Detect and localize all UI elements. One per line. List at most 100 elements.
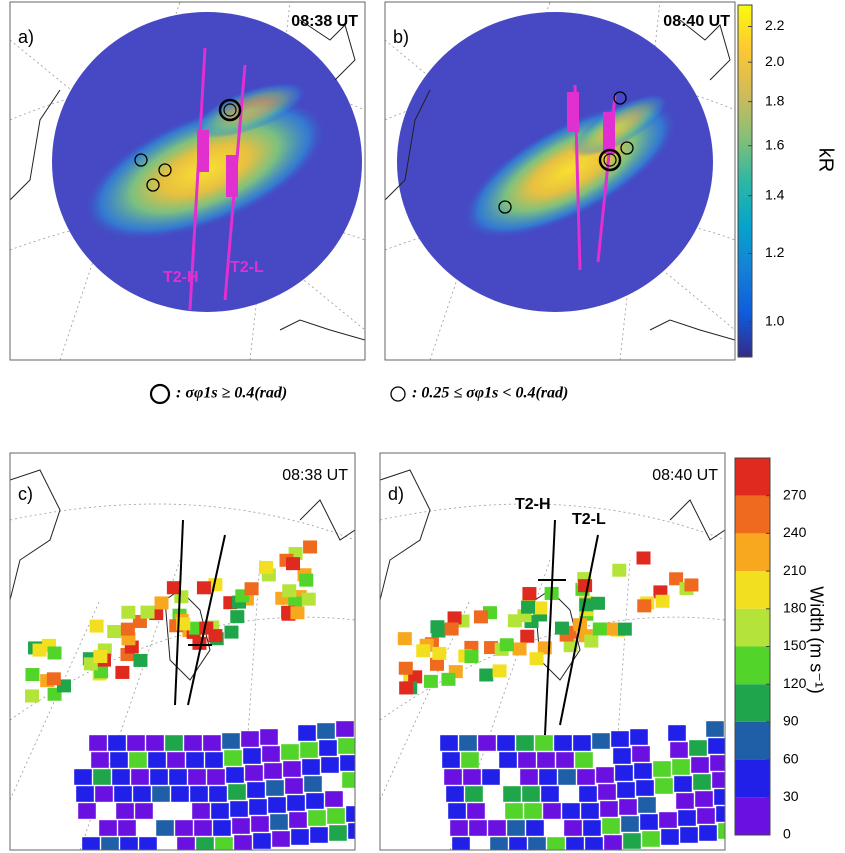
radar-cell xyxy=(209,786,227,802)
colorbar-tick-label: 270 xyxy=(783,486,807,502)
radar-cell xyxy=(611,731,629,747)
radar-cell xyxy=(621,816,639,832)
radar-cell xyxy=(127,735,145,751)
radar-cell xyxy=(215,837,233,853)
radar-cell xyxy=(300,742,318,758)
radar-cell xyxy=(680,827,698,843)
panel-label: c) xyxy=(18,484,33,504)
radar-cell xyxy=(581,803,599,819)
radar-cell xyxy=(282,584,296,597)
colorbar-block xyxy=(735,797,770,835)
annotation: T2-H xyxy=(515,496,551,513)
radar-cell xyxy=(116,803,134,819)
radar-cell xyxy=(661,829,679,845)
radar-cell xyxy=(714,789,732,805)
radar-cell xyxy=(630,729,648,745)
radar-cell xyxy=(518,752,536,768)
radar-cell xyxy=(224,626,238,639)
radar-cell xyxy=(450,820,468,836)
radar-cell xyxy=(226,767,244,783)
panel-time: 08:40 UT xyxy=(663,13,730,30)
radar-cell xyxy=(573,735,591,751)
radar-cell xyxy=(150,769,168,785)
radar-cell xyxy=(684,578,698,591)
radar-cell xyxy=(133,786,151,802)
radar-cell xyxy=(678,810,696,826)
radar-cell xyxy=(699,825,717,841)
radar-cell xyxy=(479,668,493,681)
radar-cell xyxy=(131,769,149,785)
radar-cell xyxy=(327,808,345,824)
radar-cell xyxy=(554,735,572,751)
radar-cell xyxy=(298,725,316,741)
radar-cell xyxy=(245,765,263,781)
legend-symbol xyxy=(151,385,169,403)
radar-cell xyxy=(247,782,265,798)
radar-cell xyxy=(566,837,584,853)
radar-cell xyxy=(115,666,129,679)
radar-cell xyxy=(148,752,166,768)
colorbar-block xyxy=(735,684,770,722)
radar-cell xyxy=(135,803,153,819)
colorbar-kr: 1.01.21.41.61.82.02.2 xyxy=(738,5,785,357)
colorbar-tick-label: 1.4 xyxy=(765,186,785,202)
colorbar-block xyxy=(735,609,770,647)
radar-cell xyxy=(636,780,654,796)
radar-cell xyxy=(530,652,544,665)
annotation: T2-H xyxy=(163,269,199,286)
radar-cell xyxy=(228,784,246,800)
radar-cell xyxy=(592,733,610,749)
legend-text: : σφ1s ≥ 0.4(rad) xyxy=(176,385,287,402)
radar-cell xyxy=(712,772,730,788)
radar-cell xyxy=(197,581,211,594)
radar-cell xyxy=(689,740,707,756)
colorbar-block xyxy=(735,760,770,798)
radar-cell xyxy=(306,793,324,809)
panel-b-image xyxy=(385,2,735,360)
annotation: T2-L xyxy=(572,511,606,528)
radar-cell xyxy=(95,786,113,802)
radar-cell xyxy=(146,735,164,751)
radar-cell xyxy=(165,735,183,751)
radar-cell xyxy=(167,581,181,594)
radar-cell xyxy=(230,801,248,817)
radar-cell xyxy=(234,835,252,851)
radar-cell xyxy=(524,803,542,819)
colorbar-tick-label: 2.0 xyxy=(765,53,785,69)
radar-cell xyxy=(440,735,458,751)
radar-cell xyxy=(613,748,631,764)
radar-cell xyxy=(547,837,565,853)
radar-cell xyxy=(617,782,635,798)
panel-label: d) xyxy=(388,484,404,504)
radar-cell xyxy=(653,761,671,777)
radar-cell xyxy=(520,630,534,643)
radar-cell xyxy=(167,752,185,768)
radar-cell xyxy=(110,752,128,768)
radar-cell xyxy=(564,820,582,836)
radar-cell xyxy=(230,610,244,623)
radar-cell xyxy=(584,635,598,648)
radar-cell xyxy=(602,818,620,834)
radar-cell xyxy=(676,793,694,809)
colorbar-tick-label: 1.2 xyxy=(765,244,785,260)
radar-cell xyxy=(260,729,278,745)
radar-cell xyxy=(243,748,261,764)
radar-cell xyxy=(321,757,339,773)
radar-cell xyxy=(499,752,517,768)
radar-cell xyxy=(259,561,273,574)
colorbar-block xyxy=(735,722,770,760)
radar-cell xyxy=(107,625,121,638)
radar-cell xyxy=(539,769,557,785)
radar-cell xyxy=(190,786,208,802)
panel-time: 08:38 UT xyxy=(282,467,348,484)
radar-cell xyxy=(482,769,500,785)
colorbar-tick-label: 1.0 xyxy=(765,312,785,328)
radar-cell xyxy=(467,803,485,819)
radar-cell xyxy=(528,837,546,853)
radar-cell xyxy=(156,820,174,836)
radar-cell xyxy=(445,622,459,635)
radar-cell xyxy=(505,803,523,819)
radar-cell xyxy=(465,650,479,663)
radar-cell xyxy=(152,786,170,802)
radar-cell xyxy=(310,827,328,843)
